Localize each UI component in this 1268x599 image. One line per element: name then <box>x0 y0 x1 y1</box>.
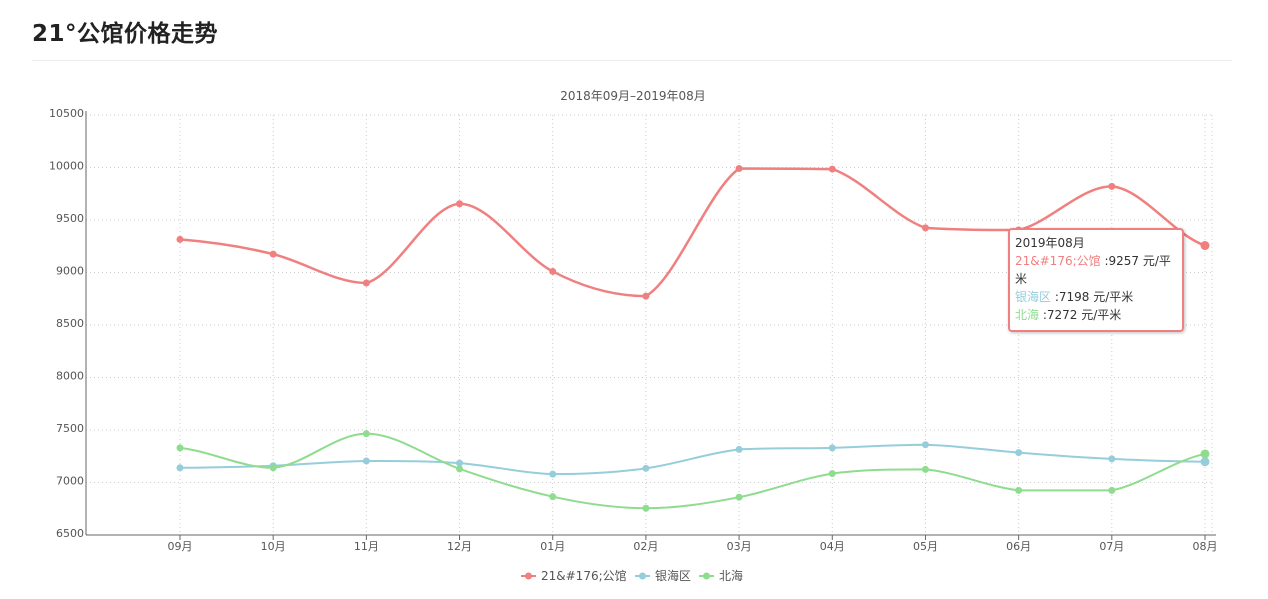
tooltip-series-name: 银海区 <box>1015 290 1052 304</box>
y-tick-label: 6500 <box>56 527 84 540</box>
legend[interactable]: 21&#176;公馆 银海区 北海 <box>521 568 743 583</box>
data-point[interactable] <box>269 250 277 258</box>
tooltip: 2019年08月 21&#176;公馆 :9257 元/平米 银海区 :7198… <box>1008 228 1184 332</box>
tooltip-series-name: 北海 <box>1015 308 1040 322</box>
data-point[interactable] <box>642 504 650 512</box>
x-tick-label: 11月 <box>354 540 379 553</box>
data-point[interactable] <box>549 493 557 501</box>
data-point[interactable] <box>1108 182 1116 190</box>
legend-item[interactable]: 银海区 <box>635 568 691 583</box>
data-point[interactable] <box>642 464 650 472</box>
data-point[interactable] <box>549 470 557 478</box>
x-tick-label: 04月 <box>820 540 845 553</box>
x-tick-label: 07月 <box>1099 540 1124 553</box>
data-point[interactable] <box>1200 241 1210 251</box>
y-tick-label: 10500 <box>49 107 84 120</box>
data-point[interactable] <box>735 165 743 173</box>
data-point[interactable] <box>1108 486 1116 494</box>
axes: 6500 7000 7500 8000 8500 9000 9500 10000 10500 09… <box>49 107 1218 553</box>
data-point[interactable] <box>921 441 929 449</box>
legend-label: 21&#176;公馆 <box>541 568 627 583</box>
data-point[interactable] <box>735 493 743 501</box>
data-point[interactable] <box>269 464 277 472</box>
y-tick-label: 7000 <box>56 475 84 488</box>
legend-label: 北海 <box>719 568 743 583</box>
data-point[interactable] <box>828 165 836 173</box>
data-point[interactable] <box>549 267 557 275</box>
x-tick-label: 02月 <box>633 540 658 553</box>
data-point[interactable] <box>362 457 370 465</box>
x-tick-label: 06月 <box>1006 540 1031 553</box>
data-point[interactable] <box>362 430 370 438</box>
x-tick-label: 12月 <box>447 540 472 553</box>
tooltip-row: 银海区 :7198 元/平米 <box>1015 288 1177 306</box>
data-point[interactable] <box>176 464 184 472</box>
tooltip-date: 2019年08月 <box>1015 236 1085 250</box>
chart-subtitle: 2018年09月–2019年08月 <box>560 89 706 103</box>
series-line-3 <box>179 432 1206 510</box>
legend-marker <box>639 572 646 580</box>
legend-marker <box>525 572 532 580</box>
data-point[interactable] <box>735 445 743 453</box>
y-tick-label: 8000 <box>56 370 84 383</box>
data-point[interactable] <box>362 279 370 287</box>
data-point[interactable] <box>828 444 836 452</box>
tooltip-value: :7198 元/平米 <box>1054 290 1134 304</box>
y-tick-label: 10000 <box>49 160 84 173</box>
tooltip-row: 21&#176;公馆 :9257 元/平米 <box>1015 252 1177 288</box>
series-line-2 <box>179 443 1206 476</box>
legend-item[interactable]: 21&#176;公馆 <box>521 568 627 583</box>
legend-item[interactable]: 北海 <box>699 568 743 583</box>
y-tick-label: 8500 <box>56 317 84 330</box>
data-point[interactable] <box>921 224 929 232</box>
y-tick-label: 9000 <box>56 265 84 278</box>
data-point[interactable] <box>456 459 464 467</box>
legend-marker <box>703 572 710 580</box>
x-tick-label: 05月 <box>913 540 938 553</box>
data-point[interactable] <box>456 200 464 208</box>
x-tick-label: 01月 <box>540 540 565 553</box>
tooltip-row: 北海 :7272 元/平米 <box>1015 306 1177 324</box>
series-layer <box>176 165 1210 512</box>
x-tick-label: 08月 <box>1193 540 1218 553</box>
tooltip-series-name: 21&#176;公馆 <box>1015 254 1101 268</box>
data-point[interactable] <box>921 465 929 473</box>
data-point[interactable] <box>176 235 184 243</box>
data-point[interactable] <box>176 444 184 452</box>
tooltip-value: :9257 元/平米 <box>1015 254 1171 286</box>
data-point[interactable] <box>1108 455 1116 463</box>
y-tick-label: 9500 <box>56 212 84 225</box>
x-tick-label: 10月 <box>261 540 286 553</box>
data-point[interactable] <box>1200 457 1210 467</box>
data-point[interactable] <box>828 470 836 478</box>
data-point[interactable] <box>642 292 650 300</box>
data-point[interactable] <box>1015 486 1023 494</box>
tooltip-value: :7272 元/平米 <box>1042 308 1122 322</box>
title-divider <box>32 60 1232 61</box>
data-point[interactable] <box>456 465 464 473</box>
data-point[interactable] <box>1200 449 1210 459</box>
x-tick-label: 09月 <box>168 540 193 553</box>
x-tick-label: 03月 <box>727 540 752 553</box>
data-point[interactable] <box>1015 449 1023 457</box>
page-title: 21°公馆价格走势 <box>32 21 219 47</box>
y-tick-label: 7500 <box>56 422 84 435</box>
legend-label: 银海区 <box>655 568 691 583</box>
